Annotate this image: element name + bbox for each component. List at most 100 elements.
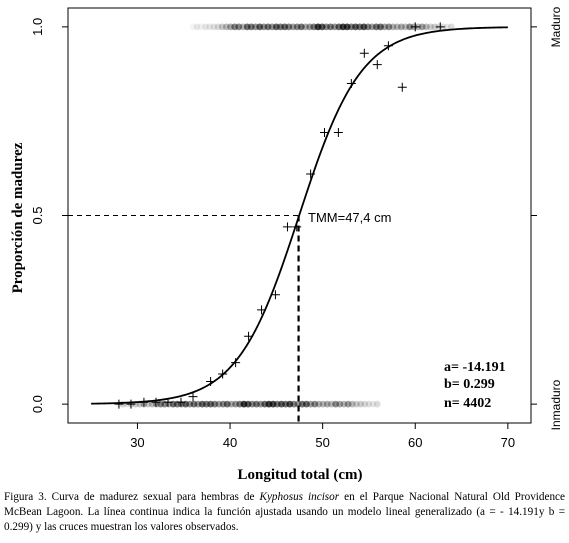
rug-mark-maduro xyxy=(281,23,289,31)
rug-mark-inmaduro xyxy=(207,400,215,408)
rug-mark-maduro xyxy=(377,23,384,31)
rug-mark-maduro xyxy=(297,23,305,31)
observed-point-marker xyxy=(383,41,393,51)
tmm-annotation: TMM=47,4 cm xyxy=(308,210,391,225)
rug-mark-inmaduro xyxy=(336,400,344,408)
observed-point-marker xyxy=(372,60,382,70)
rug-mark-maduro xyxy=(389,23,397,31)
observed-points xyxy=(114,22,445,409)
rug-mark-inmaduro xyxy=(357,400,365,408)
rug-mark-inmaduro xyxy=(244,400,252,408)
x-tick-label: 30 xyxy=(130,435,144,450)
observed-point-marker xyxy=(270,290,280,300)
fitted-curve xyxy=(91,26,508,405)
observation-rug xyxy=(115,23,455,408)
rug-mark-inmaduro xyxy=(307,400,315,408)
rug-mark-maduro xyxy=(206,23,214,31)
rug-mark-maduro xyxy=(393,23,401,31)
rug-mark-maduro xyxy=(202,23,209,31)
rug-mark-maduro xyxy=(406,23,414,31)
rug-mark-inmaduro xyxy=(315,400,323,408)
maturity-chart: 30 40 50 60 70 0.0 0.5 1.0 TMM=47,4 cm a= -14.1… xyxy=(10,6,563,483)
caption-species: Kyphosus incisor xyxy=(259,491,340,503)
rug-mark-maduro xyxy=(360,23,368,31)
y-axis-label: Proporción de madurez xyxy=(10,142,26,293)
observed-point-marker xyxy=(126,399,136,409)
fitted-curve-group xyxy=(68,26,508,423)
observed-point-marker xyxy=(292,222,302,232)
rug-mark-inmaduro xyxy=(211,400,219,408)
rug-mark-maduro xyxy=(264,23,272,31)
x-axis-label: Longitud total (cm) xyxy=(238,467,363,483)
observed-point-marker xyxy=(231,358,241,368)
rug-mark-inmaduro xyxy=(303,400,310,408)
rug-mark-maduro xyxy=(193,23,201,31)
x-tick-label: 60 xyxy=(408,435,422,450)
observed-point-marker xyxy=(333,128,343,137)
observed-point-marker xyxy=(306,169,316,179)
rug-mark-maduro xyxy=(418,23,426,31)
rug-mark-maduro xyxy=(235,23,243,31)
right-label-maduro: Maduro xyxy=(549,6,563,47)
rug-mark-maduro xyxy=(256,23,264,31)
rug-mark-inmaduro xyxy=(361,400,369,408)
observed-point-marker xyxy=(257,305,267,315)
caption-part1: Figura 3. Curva de madurez sexual para h… xyxy=(4,491,260,503)
rug-mark-inmaduro xyxy=(328,400,335,408)
rug-mark-maduro xyxy=(402,23,409,31)
figure-caption: Figura 3. Curva de madurez sexual para h… xyxy=(4,490,565,535)
rug-mark-maduro xyxy=(427,23,434,31)
observed-point-marker xyxy=(346,78,356,88)
rug-mark-maduro xyxy=(218,23,226,31)
observed-point-marker xyxy=(282,222,292,232)
caption-part2: en el Parque Nacional Natural Old Provid… xyxy=(4,491,565,533)
observed-point-marker xyxy=(397,82,407,92)
rug-mark-maduro xyxy=(285,23,293,31)
rug-mark-inmaduro xyxy=(365,400,373,408)
observed-point-marker xyxy=(188,392,198,402)
rug-mark-maduro xyxy=(422,23,430,31)
rug-mark-inmaduro xyxy=(340,400,348,408)
x-tick-label: 50 xyxy=(315,435,329,450)
stat-n: n= 4402 xyxy=(444,396,491,411)
rug-mark-maduro xyxy=(443,23,451,31)
observed-point-marker xyxy=(151,397,161,407)
rug-mark-maduro xyxy=(214,23,222,31)
observed-point-marker xyxy=(163,397,173,407)
rug-mark-maduro xyxy=(302,23,309,31)
y-tick-label: 0.0 xyxy=(30,395,45,413)
stat-b: b= 0.299 xyxy=(444,377,495,392)
x-tick-label: 40 xyxy=(223,435,237,450)
observed-point-marker xyxy=(176,397,186,407)
rug-mark-inmaduro xyxy=(228,400,235,408)
rug-mark-maduro xyxy=(364,23,372,31)
y-tick-label: 0.5 xyxy=(30,206,45,224)
rug-mark-maduro xyxy=(247,23,255,31)
rug-mark-inmaduro xyxy=(253,400,260,408)
right-label-inmaduro: Inmaduro xyxy=(549,379,563,430)
rug-mark-maduro xyxy=(289,23,297,31)
rug-mark-maduro xyxy=(231,23,239,31)
rug-mark-maduro xyxy=(210,23,218,31)
rug-mark-maduro xyxy=(327,23,334,31)
rug-mark-inmaduro xyxy=(369,400,377,408)
rug-mark-maduro xyxy=(385,23,393,31)
rug-mark-maduro xyxy=(197,23,205,31)
rug-mark-inmaduro xyxy=(344,400,352,408)
rug-mark-inmaduro xyxy=(290,400,298,408)
rug-mark-maduro xyxy=(397,23,405,31)
rug-mark-inmaduro xyxy=(319,400,327,408)
observed-point-marker xyxy=(218,369,228,379)
rug-mark-inmaduro xyxy=(215,400,223,408)
rug-mark-maduro xyxy=(381,23,389,31)
rug-mark-inmaduro xyxy=(286,400,294,408)
observed-point-marker xyxy=(114,399,124,409)
observed-point-marker xyxy=(206,377,216,386)
rug-mark-maduro xyxy=(318,23,326,31)
rug-mark-inmaduro xyxy=(373,400,381,408)
observed-point-marker xyxy=(244,331,254,341)
rug-mark-inmaduro xyxy=(311,400,319,408)
observed-point-marker xyxy=(410,22,420,32)
rug-mark-inmaduro xyxy=(348,400,356,408)
rug-mark-maduro xyxy=(431,23,439,31)
